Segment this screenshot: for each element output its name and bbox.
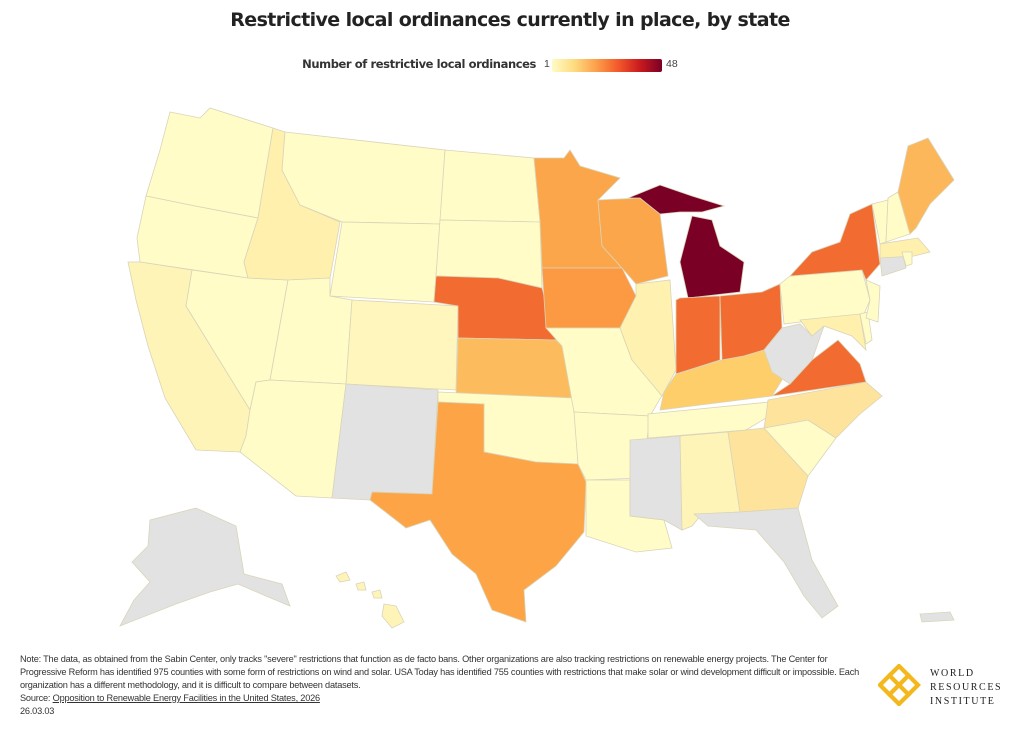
state-michigan-lower[interactable]: [679, 215, 745, 299]
source-label: Source:: [20, 693, 53, 703]
wri-logo: WORLD RESOURCES INSTITUTE: [877, 663, 1008, 709]
legend-color-bar: [552, 59, 662, 72]
state-new-jersey[interactable]: [865, 279, 881, 323]
source-link[interactable]: Opposition to Renewable Energy Facilitie…: [52, 693, 320, 703]
state-illinois[interactable]: [619, 279, 677, 397]
state-iowa[interactable]: [541, 267, 637, 329]
state-georgia[interactable]: [727, 427, 809, 513]
state-hawaii-big-island[interactable]: [381, 603, 405, 629]
state-hawaii-1[interactable]: [335, 571, 351, 583]
legend-max: 48: [666, 58, 678, 70]
note-text: Note: The data, as obtained from the Sab…: [20, 654, 860, 690]
state-new-mexico[interactable]: [331, 383, 439, 501]
source-line: Source: Opposition to Renewable Energy F…: [20, 692, 860, 705]
footnote: Note: The data, as obtained from the Sab…: [20, 653, 860, 718]
state-michigan-upper[interactable]: [627, 184, 726, 215]
chart-title: Restrictive local ordinances currently i…: [230, 9, 790, 31]
state-north-dakota[interactable]: [439, 149, 541, 223]
legend-min: 1: [544, 58, 550, 70]
state-hawaii-3[interactable]: [371, 589, 383, 599]
wri-line-2: RESOURCES: [930, 682, 1003, 693]
date-stamp: 26.03.03: [20, 706, 55, 716]
state-maine[interactable]: [897, 137, 955, 235]
state-hawaii-2[interactable]: [355, 581, 367, 591]
state-colorado[interactable]: [345, 299, 459, 391]
state-texas[interactable]: [369, 401, 587, 623]
wri-line-3: INSTITUTE: [930, 696, 996, 707]
state-mississippi[interactable]: [629, 435, 683, 531]
state-florida[interactable]: [692, 507, 839, 619]
state-alaska[interactable]: [119, 507, 291, 627]
state-north-carolina[interactable]: [763, 381, 883, 439]
state-rhode-island[interactable]: [901, 251, 913, 267]
wri-lattice-icon: [877, 663, 921, 707]
wri-line-1: WORLD: [930, 668, 975, 679]
state-kansas[interactable]: [455, 337, 575, 399]
state-arizona[interactable]: [239, 379, 347, 499]
state-new-york[interactable]: [789, 203, 881, 281]
state-tennessee[interactable]: [647, 401, 771, 439]
legend: Number of restrictive local ordinances 1…: [0, 57, 1020, 75]
state-wyoming[interactable]: [329, 221, 441, 303]
state-delaware[interactable]: [859, 311, 873, 345]
legend-title: Number of restrictive local ordinances: [302, 57, 536, 71]
wri-wordmark: WORLD RESOURCES INSTITUTE: [930, 667, 1002, 709]
territory-puerto-rico[interactable]: [919, 611, 955, 623]
state-massachusetts[interactable]: [879, 237, 931, 259]
